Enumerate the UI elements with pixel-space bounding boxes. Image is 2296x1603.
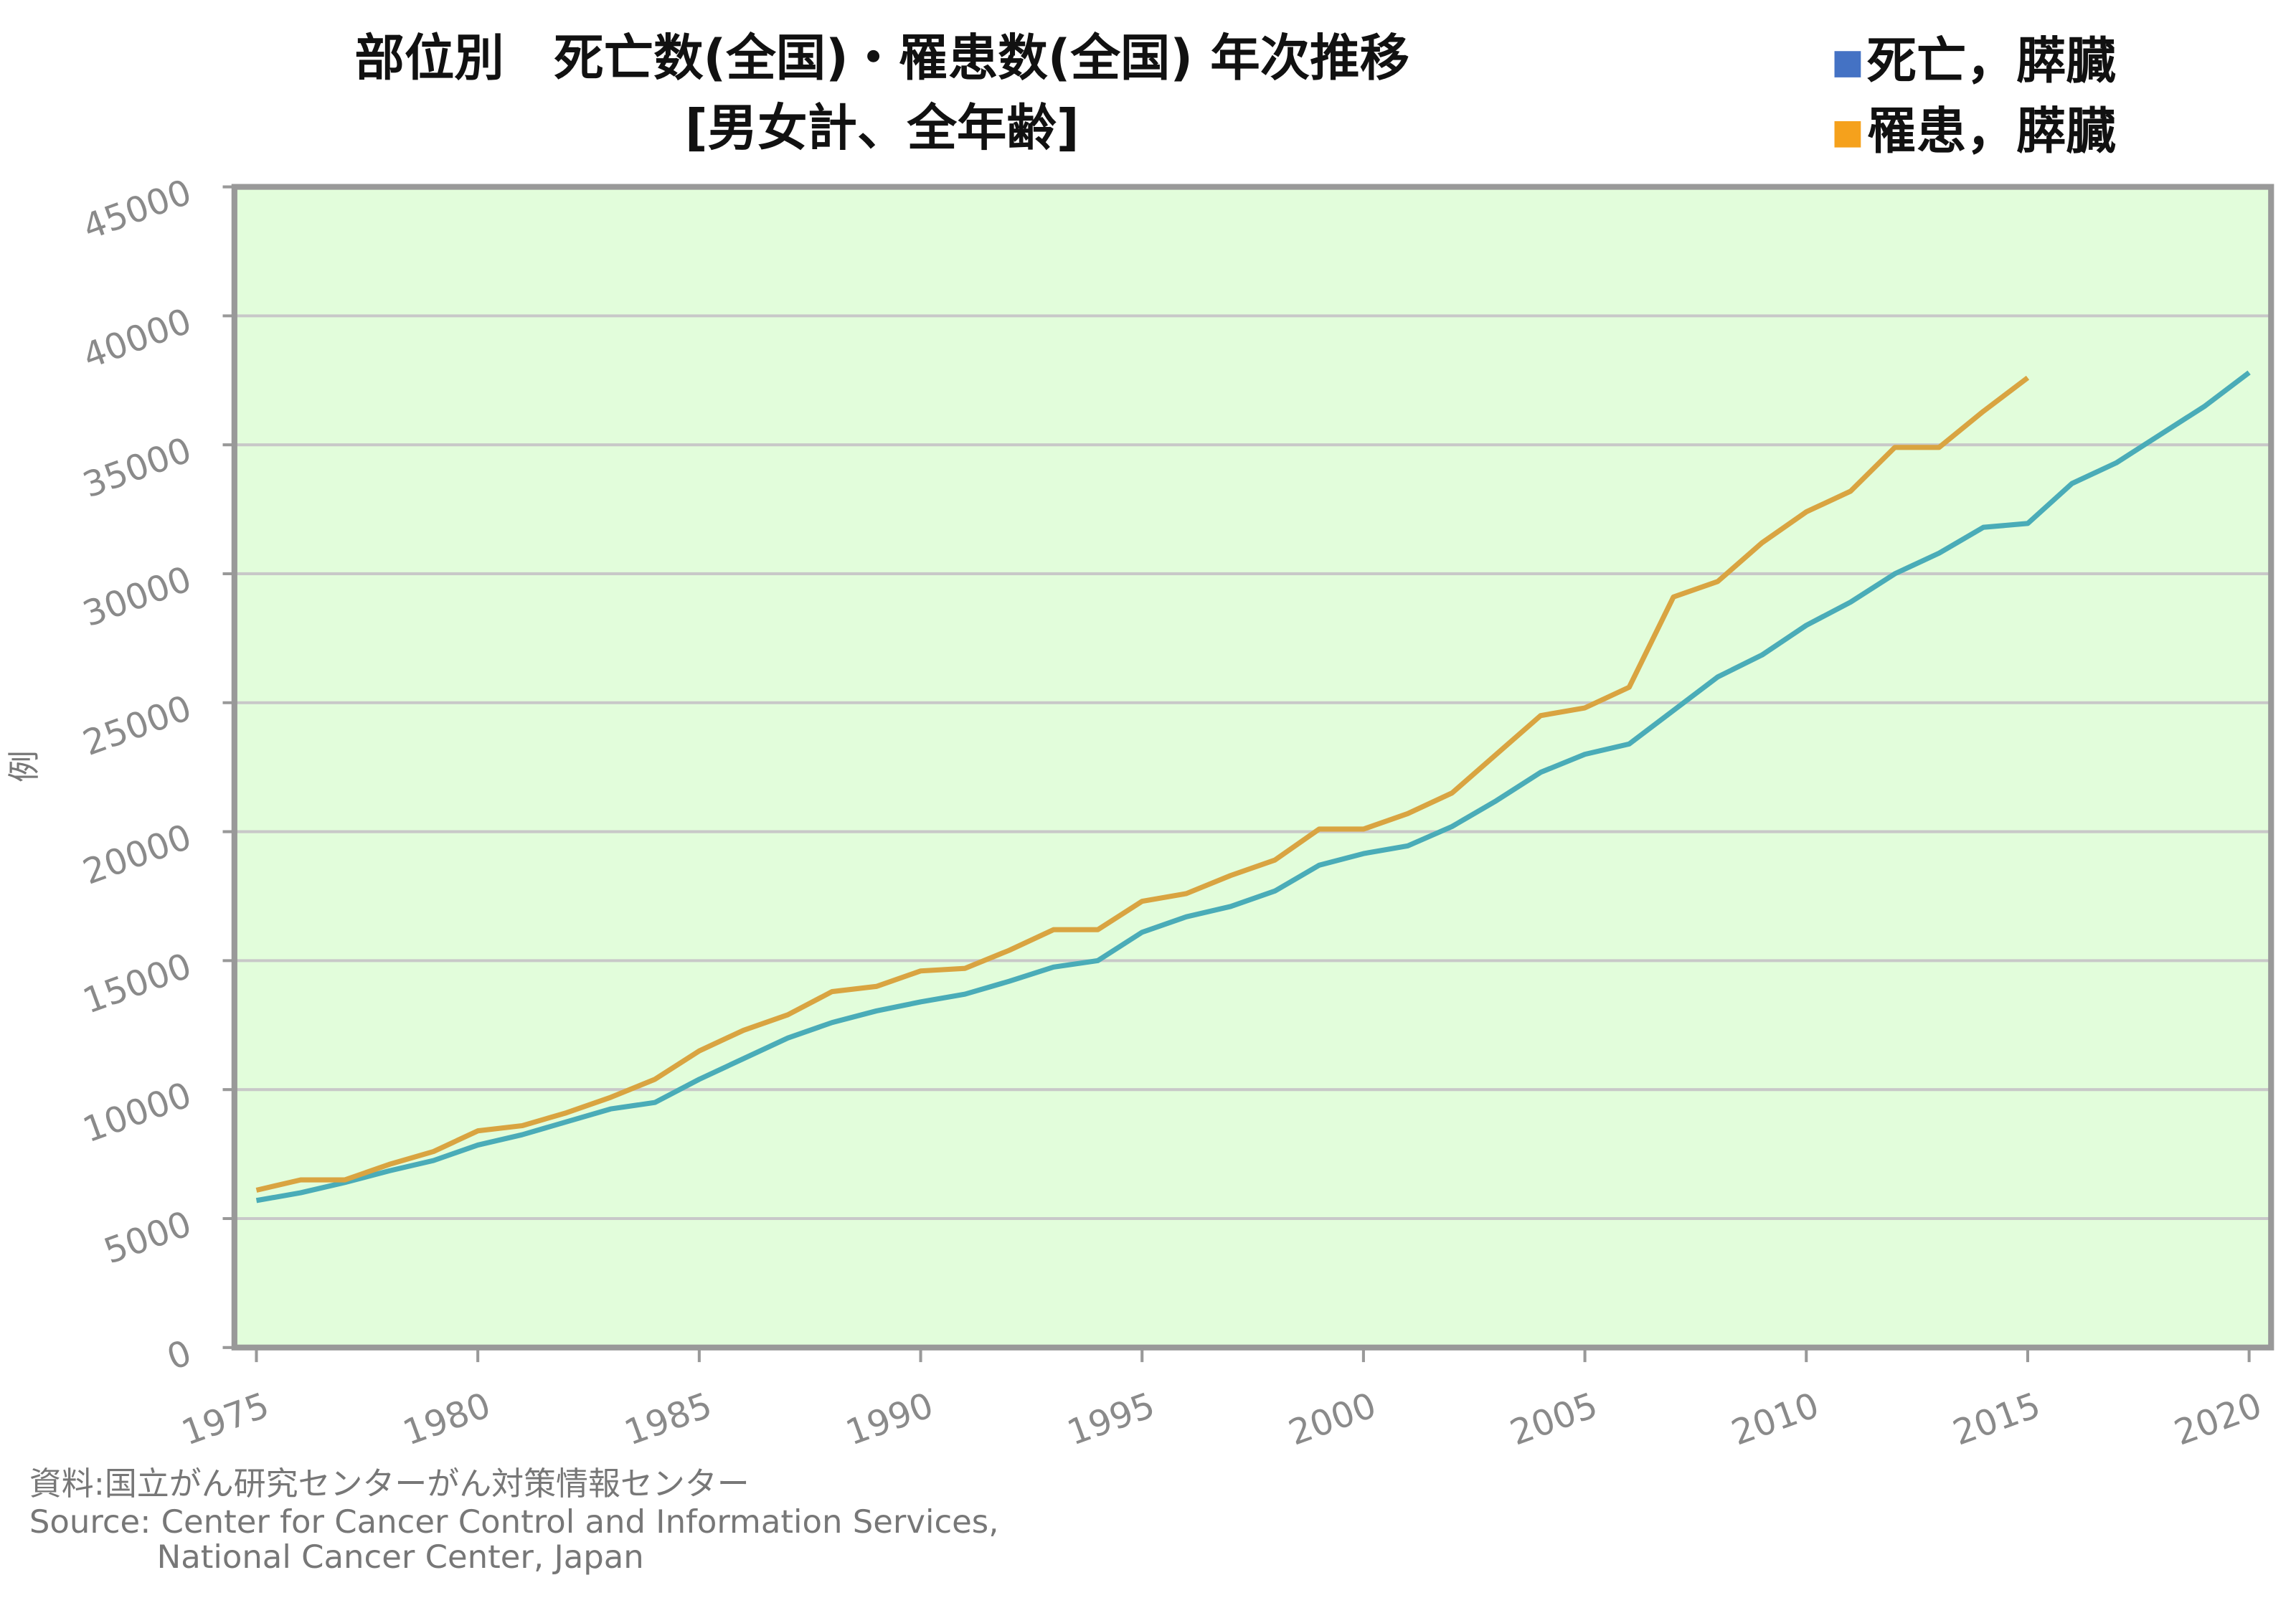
legend-marker (1834, 120, 1861, 148)
legend-label: 罹患，膵臓 (1866, 103, 2115, 160)
y-tick-label: 20000 (77, 816, 197, 893)
y-tick-label: 30000 (77, 559, 197, 635)
chart-title: 部位別 死亡数(全国)・罹患数(全国) 年次推移 (354, 30, 1409, 88)
plot-area (234, 186, 2272, 1348)
legend-label: 死亡，膵臓 (1866, 33, 2115, 90)
x-tick-label: 2020 (2169, 1385, 2267, 1454)
x-tick-label: 2000 (1283, 1385, 1381, 1454)
legend-marker (1834, 51, 1861, 77)
y-tick-label: 25000 (77, 687, 197, 764)
plot-border (231, 184, 2274, 1351)
x-tick-label: 1995 (1062, 1385, 1161, 1454)
y-tick-label: 15000 (77, 945, 197, 1022)
y-tick-label: 10000 (77, 1074, 197, 1151)
source-note: National Cancer Center, Japan (157, 1538, 644, 1576)
source-note: 資料:国立がん研究センターがん対策情報センター (29, 1465, 750, 1503)
y-tick-label: 0 (161, 1332, 197, 1378)
x-tick-label: 2005 (1505, 1385, 1603, 1454)
x-tick-label: 1985 (619, 1385, 717, 1454)
x-tick-label: 2015 (1947, 1385, 2046, 1454)
y-axis-label: 例 (5, 750, 43, 782)
source-note: Source: Center for Cancer Control and In… (29, 1503, 999, 1541)
x-tick-label: 1990 (841, 1385, 939, 1454)
data-line (255, 370, 2251, 1204)
y-tick-label: 40000 (77, 301, 197, 377)
y-tick-label: 5000 (99, 1204, 197, 1272)
chart-subtitle: [男女計、全年齢] (685, 100, 1080, 157)
x-tick-label: 1980 (398, 1385, 496, 1454)
x-tick-label: 2010 (1726, 1385, 1825, 1454)
data-line (255, 375, 2030, 1193)
x-tick-label: 1975 (176, 1385, 275, 1454)
y-tick-label: 35000 (77, 430, 197, 506)
y-tick-label: 45000 (77, 171, 197, 248)
